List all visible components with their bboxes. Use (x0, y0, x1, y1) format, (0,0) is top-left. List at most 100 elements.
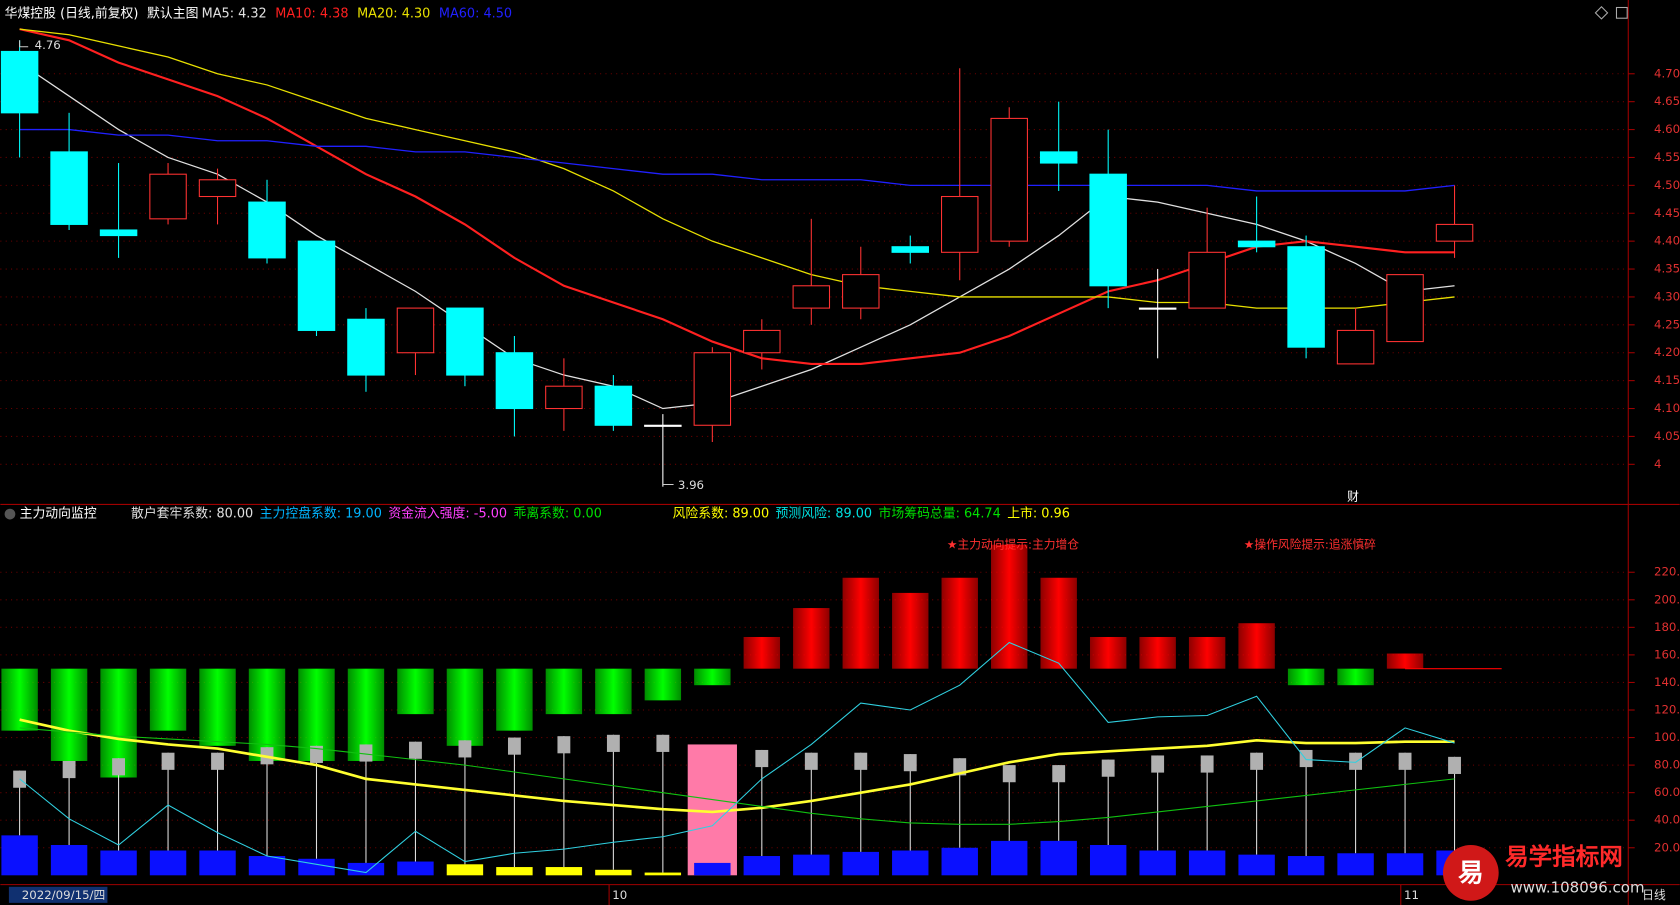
signal-text: ★主力动向提示:主力增仓 (947, 538, 1079, 552)
momentum-bar (298, 668, 335, 761)
candle-body (1237, 240, 1276, 248)
momentum-bar (1337, 668, 1374, 686)
momentum-bar (991, 544, 1028, 669)
gray-block (1200, 755, 1214, 773)
volume-bar (1238, 854, 1275, 876)
volume-bar (347, 862, 385, 876)
momentum-bar (941, 577, 978, 669)
y-tick-label: 4.60 (1654, 122, 1680, 136)
legend-entry: MA10: 4.38 (275, 6, 348, 21)
momentum-bar (743, 636, 781, 669)
candle-body (297, 240, 336, 331)
volume-bar (248, 856, 286, 876)
momentum-bar (1386, 653, 1424, 669)
indicator-value: 预测风险: 89.00 (776, 507, 873, 522)
candle-body (1039, 151, 1078, 164)
y-tick-label: 4.30 (1654, 289, 1680, 303)
y-tick-label: 4.65 (1654, 94, 1680, 108)
volume-bar (743, 856, 781, 876)
y-tick-label: 4.35 (1654, 262, 1680, 276)
indicator-value: 主力控盘系数: 19.00 (260, 506, 382, 522)
volume-bar (149, 850, 187, 876)
candle-body (743, 329, 781, 354)
gray-block (1101, 759, 1115, 777)
gray-block (606, 734, 620, 752)
legend-entry: MA5: 4.32 (202, 6, 267, 21)
gray-block (656, 734, 670, 752)
chart-title: 华煤控股 (日线,前复权) (5, 5, 139, 21)
annotation-leader (19, 40, 29, 48)
gray-block (1299, 749, 1313, 768)
gray-block (112, 758, 125, 776)
candle-body (891, 246, 930, 253)
candle-body (1188, 251, 1226, 309)
y-tick-label: 4.40 (1654, 234, 1680, 248)
volume-bar (644, 872, 682, 876)
momentum-bar (149, 668, 187, 731)
panel-icon[interactable] (4, 508, 16, 520)
gray-block (507, 737, 521, 755)
y-tick-label: 120.00 (1654, 703, 1680, 717)
candle-body (198, 179, 237, 198)
volume-bar (595, 869, 632, 876)
momentum-bar (842, 577, 879, 669)
ma-line (19, 62, 1455, 410)
indicator-value: 风险系数: 89.00 (673, 507, 770, 522)
indicator-value: 乖离系数: 0.00 (513, 506, 601, 522)
y-tick-label: 60.00 (1654, 785, 1680, 799)
logo-name: 易学指标网 (1505, 842, 1623, 870)
volume-bar (1, 835, 38, 876)
indicator-value: 市场筹码总量: 64.74 (879, 506, 1001, 522)
gray-block (1002, 765, 1016, 783)
candle-body (644, 424, 682, 427)
momentum-bar (644, 668, 682, 701)
gray-block (953, 758, 967, 776)
gray-block (359, 744, 373, 762)
candle-body (792, 285, 831, 309)
period-label: 日线 (1642, 888, 1666, 902)
y-tick-label: 4.15 (1654, 373, 1680, 387)
candle-body (1336, 329, 1375, 365)
y-tick-label: 4.25 (1654, 317, 1680, 331)
window-icon[interactable] (1615, 6, 1628, 19)
logo: 易 易学指标网 www.108096.com (1442, 842, 1645, 901)
gray-block (1448, 756, 1461, 774)
momentum-bar (248, 668, 286, 761)
candle-body (396, 307, 435, 354)
gray-block (804, 752, 818, 770)
candle-body (347, 318, 385, 376)
window-icon[interactable] (1594, 6, 1609, 20)
gray-block (1398, 752, 1412, 770)
y-tick-label: 4.50 (1654, 178, 1680, 192)
y-tick-label: 4.20 (1654, 345, 1680, 359)
volume-bar (991, 840, 1028, 876)
momentum-bar (496, 668, 533, 731)
gray-block (409, 741, 422, 759)
candle-body (693, 352, 732, 426)
volume-bar (694, 862, 731, 876)
indicator-value: 上市: 0.96 (1007, 506, 1070, 522)
candle-body (495, 352, 534, 410)
momentum-bar (1188, 636, 1226, 669)
volume-bar (100, 850, 137, 876)
volume-bar (298, 858, 335, 876)
y-tick-label: 4.55 (1654, 150, 1680, 164)
volume-bar (496, 867, 533, 876)
volume-bar (545, 867, 583, 876)
volume-bar (446, 864, 484, 876)
y-tick-label: 40.00 (1654, 813, 1680, 827)
x-tick-label: 10 (612, 888, 627, 902)
gray-block (854, 752, 868, 770)
gray-block (161, 752, 175, 770)
momentum-bar (793, 608, 830, 669)
momentum-bar (545, 668, 583, 715)
y-tick-label: 100.00 (1654, 730, 1680, 744)
y-tick-label: 220.00 (1654, 565, 1680, 579)
volume-bar (50, 845, 88, 876)
momentum-bar (892, 592, 929, 669)
candle-body (248, 201, 286, 259)
candle-body (1386, 274, 1424, 343)
logo-url: www.108096.com (1510, 878, 1644, 896)
event-marker[interactable]: 财 (1347, 489, 1359, 503)
